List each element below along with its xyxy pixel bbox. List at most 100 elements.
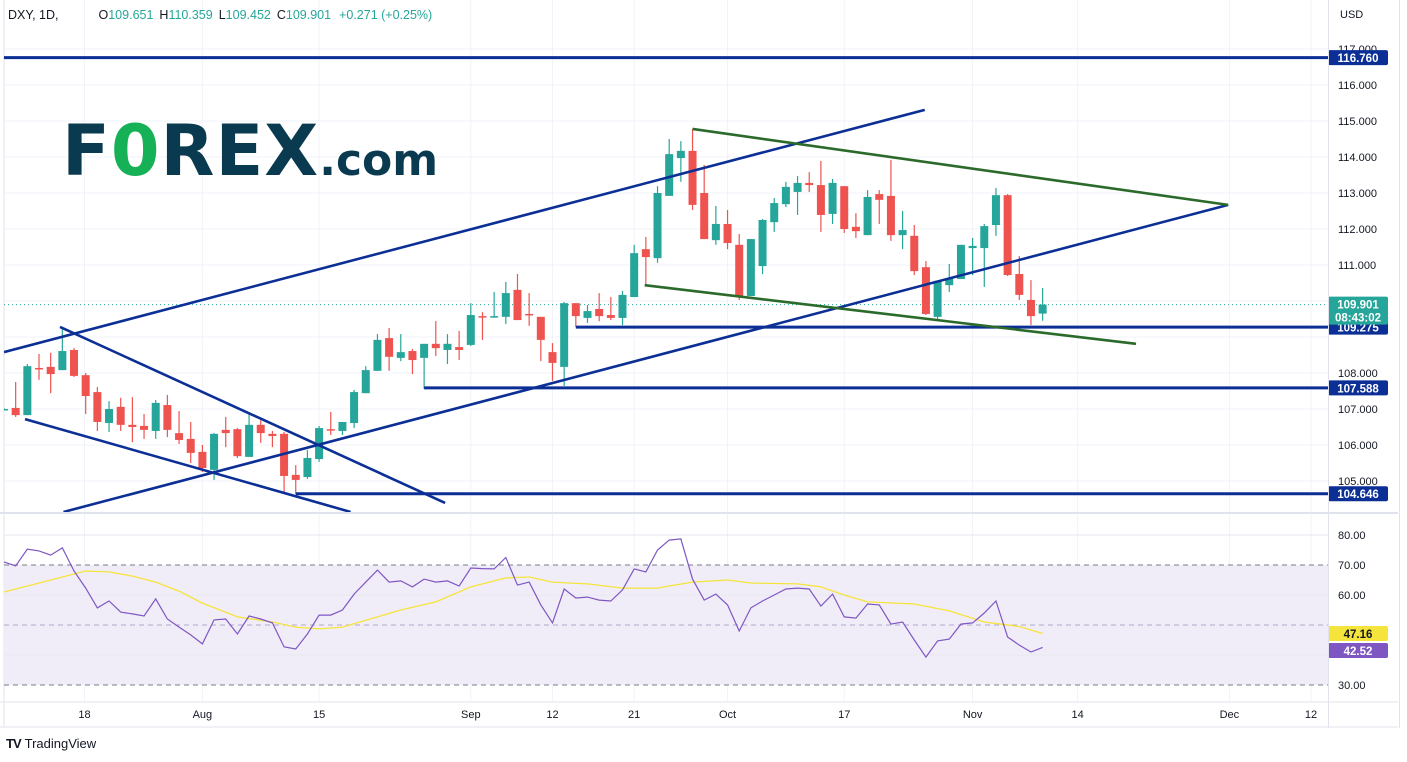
candle-body	[501, 293, 510, 317]
last-price-badge-text: 109.901	[1337, 300, 1379, 312]
rsi-ma-badge-bg	[1328, 626, 1388, 642]
candle-body	[23, 366, 32, 416]
currency-label: USD	[1340, 9, 1364, 21]
candle-up	[781, 181, 790, 208]
rsi-tick-label: 60.00	[1338, 590, 1366, 602]
price-tick-label: 111.000	[1338, 260, 1376, 272]
price-tick-label: 106.000	[1338, 440, 1378, 452]
candle-down	[595, 293, 604, 322]
candle-up	[898, 211, 907, 250]
chart-canvas[interactable]: 117.000116.000115.000114.000113.000112.0…	[0, 0, 1407, 728]
candle-up	[420, 343, 429, 389]
candle-up	[630, 244, 639, 298]
candle-body	[816, 185, 825, 215]
open-value: 109.651	[108, 8, 154, 22]
candle-body	[303, 457, 312, 478]
candle-body	[268, 433, 277, 436]
level-price-badge-text: 107.588	[1337, 383, 1379, 395]
last-price-badge-bg	[1328, 296, 1388, 325]
rsi-tick-label: 70.00	[1338, 560, 1366, 572]
candle-body	[793, 182, 802, 192]
candle-down	[70, 348, 79, 377]
candle-body	[723, 223, 732, 244]
candle-up	[618, 290, 627, 326]
candle-down	[116, 397, 125, 431]
forex-logo-o: 0	[110, 110, 161, 192]
candle-up	[956, 244, 965, 280]
candle-up	[746, 239, 755, 296]
candle-body	[875, 194, 884, 200]
candle-up	[58, 326, 67, 371]
candle-body	[525, 313, 534, 316]
candle-body	[455, 347, 464, 350]
time-tick-label: Dec	[1220, 709, 1240, 721]
candle-body	[105, 409, 114, 424]
rsi-ma-line	[4, 570, 1043, 635]
candle-down	[1026, 280, 1035, 326]
candle-up	[653, 186, 662, 263]
price-tick-label: 107.000	[1338, 404, 1378, 416]
candle-body	[431, 343, 440, 349]
candle-body	[128, 424, 137, 427]
level-price-badge-bg	[1328, 486, 1388, 502]
candle-up	[968, 238, 977, 276]
candle-down	[431, 321, 440, 357]
candle-body	[35, 367, 44, 370]
candle-down	[536, 316, 545, 362]
candle-down	[140, 414, 149, 439]
candle-down	[198, 445, 207, 472]
last-price-badge-text: 08:43:02	[1335, 313, 1381, 325]
candle-body	[1003, 195, 1012, 276]
candle-body	[770, 203, 779, 223]
candle-up	[991, 187, 1000, 236]
candle-body	[630, 253, 639, 298]
legend-header: DXY, 1D, O 109.651 H 110.359 L 109.452 C 109…	[8, 8, 432, 22]
candle-down	[735, 234, 744, 300]
candle-down	[1015, 256, 1024, 300]
candle-body	[665, 154, 674, 196]
candle-body	[676, 150, 685, 159]
rsi-tick-label: 80.00	[1338, 530, 1366, 542]
tradingview-brand[interactable]: TV TradingView	[6, 736, 96, 751]
candle-body	[956, 244, 965, 280]
candle-up	[396, 334, 405, 362]
candle-down	[186, 421, 195, 463]
candle-body	[910, 235, 919, 272]
candle-down	[221, 416, 230, 448]
candle-body	[1038, 304, 1047, 314]
rsi-line	[4, 538, 1043, 659]
candle-down	[723, 209, 732, 250]
candle-down	[291, 465, 300, 494]
candle-body	[945, 277, 954, 286]
candle-down	[921, 261, 930, 316]
candle-down	[513, 274, 522, 321]
candle-body	[46, 366, 55, 375]
open-label: O	[98, 8, 109, 22]
symbol-label[interactable]: DXY, 1D,	[8, 8, 59, 22]
candle-up	[443, 334, 452, 364]
candle-body	[396, 352, 405, 358]
candle-body	[151, 402, 160, 431]
candle-down	[606, 297, 615, 321]
candle-body	[548, 352, 557, 363]
price-axis[interactable]	[1328, 0, 1400, 728]
rsi-value-badge-bg	[1328, 642, 1388, 658]
candle-up	[151, 400, 160, 439]
price-tick-label: 112.000	[1338, 224, 1377, 236]
candle-up	[770, 198, 779, 232]
candle-up	[361, 366, 370, 394]
time-tick-label: 21	[628, 709, 640, 721]
candle-up	[828, 178, 837, 224]
candle-up	[665, 139, 674, 196]
candle-body	[828, 182, 837, 214]
rsi-ma-badge-text: 47.16	[1344, 629, 1373, 641]
candle-body	[420, 343, 429, 358]
candle-body	[338, 421, 347, 431]
candle-body	[653, 193, 662, 259]
candle-down	[35, 353, 44, 380]
time-tick-label: Sep	[461, 709, 481, 721]
candle-body	[700, 193, 709, 240]
candle-body	[4, 409, 8, 411]
candle-up	[758, 218, 767, 274]
blue-trendline	[59, 325, 446, 505]
